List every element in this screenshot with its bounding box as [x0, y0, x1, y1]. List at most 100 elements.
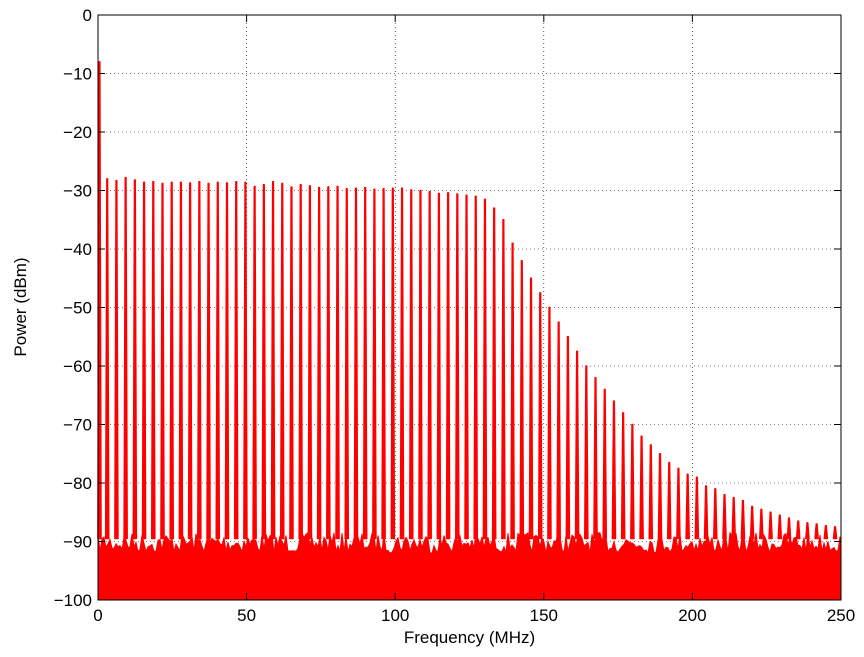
spectral-spike [362, 186, 368, 540]
y-tick-label: −20 [63, 123, 92, 142]
y-tick-label: 0 [83, 6, 92, 25]
x-tick-label: 50 [237, 606, 256, 625]
noise-floor [97, 531, 842, 601]
spectral-spike [408, 189, 414, 540]
spectral-spike [455, 193, 460, 540]
spectral-spike [307, 185, 313, 540]
spectral-spike [335, 185, 340, 540]
spectral-spike [676, 467, 681, 540]
y-tick-label: −50 [63, 299, 92, 318]
spectral-spike [556, 321, 561, 540]
spectral-spike [169, 181, 175, 540]
spectral-spike [519, 260, 525, 540]
y-tick-label: −60 [63, 357, 92, 376]
spectral-spike [537, 292, 543, 540]
spectral-spike [630, 423, 635, 540]
y-tick-label: −100 [54, 591, 92, 610]
spectral-spike [104, 178, 110, 540]
spectral-spike [427, 190, 432, 540]
spectral-spike [584, 365, 589, 540]
spectral-spike [740, 499, 746, 540]
spectral-spike [187, 182, 193, 540]
noise-floor-band [97, 531, 842, 601]
x-tick-label: 100 [381, 606, 409, 625]
spectral-spike [832, 526, 838, 540]
spectral-spike [731, 496, 737, 540]
spectral-spike [206, 182, 211, 540]
spectral-spike [814, 523, 819, 540]
spectral-spike [722, 494, 727, 540]
spectral-spike [565, 336, 571, 540]
y-tick-label: −10 [63, 65, 92, 84]
spectral-spike [261, 183, 267, 540]
spectral-spike [593, 377, 598, 540]
spectral-spike [215, 181, 221, 540]
spectral-spike [150, 181, 156, 540]
spectral-spike [353, 187, 359, 540]
spectral-spike [759, 508, 764, 540]
spectral-spike [252, 185, 257, 540]
spectral-spike [639, 435, 644, 540]
spectral-spike [279, 182, 285, 540]
spectral-spike [381, 188, 386, 540]
spectral-spike [390, 187, 396, 540]
y-axis-title: Power (dBm) [11, 257, 30, 356]
spectral-spike [602, 388, 608, 540]
spectral-spike [703, 485, 709, 540]
y-tick-label: −90 [63, 533, 92, 552]
y-tick-label: −80 [63, 474, 92, 493]
spectral-spike [224, 182, 230, 540]
spectral-spike [657, 453, 663, 540]
spectral-spike [749, 505, 755, 540]
spectral-spike [372, 188, 377, 540]
spectral-spike [114, 179, 119, 540]
spectral-spike [574, 350, 580, 540]
spectral-spike [123, 176, 128, 540]
spectral-spike [491, 207, 497, 540]
spectral-spike [436, 192, 442, 540]
spectral-spike [197, 181, 202, 540]
spectral-spike [132, 179, 138, 540]
y-tick-label: −40 [63, 240, 92, 259]
y-tick-label: −70 [63, 416, 92, 435]
spectral-spike [178, 181, 184, 540]
spectral-spike [464, 194, 469, 540]
spectral-spike [482, 198, 488, 540]
spectral-spike [528, 277, 534, 540]
spectral-spike [786, 517, 792, 540]
spectral-spike [399, 187, 405, 540]
spectral-spike [473, 195, 479, 540]
spectral-spike [344, 188, 350, 540]
spectral-spike [666, 461, 672, 540]
plot-area [98, 15, 841, 600]
spectral-spike [547, 306, 552, 540]
y-tick-label: −30 [63, 182, 92, 201]
spectral-spikes [97, 61, 838, 540]
spectral-spike [805, 522, 810, 540]
spectral-spike [611, 400, 617, 540]
spectral-spike [685, 473, 690, 540]
y-axis-ticks: 0 −10 −20 −30 −40 −50 −60 −70 −80 −90 −100 [54, 6, 841, 610]
spectral-spike [141, 181, 147, 540]
x-axis-ticks: 0 50 100 150 200 250 [93, 15, 855, 625]
spectral-spike [648, 444, 654, 540]
spectral-spike [445, 192, 451, 540]
x-tick-label: 200 [678, 606, 706, 625]
x-tick-label: 150 [530, 606, 558, 625]
spectral-spike [289, 186, 294, 540]
x-tick-label: 0 [93, 606, 102, 625]
spectral-spike [270, 181, 276, 540]
x-tick-label: 250 [827, 606, 855, 625]
spectral-spike [298, 183, 303, 540]
spectral-spike [620, 412, 626, 540]
spectral-spike [768, 511, 773, 540]
x-axis-title: Frequency (MHz) [404, 628, 535, 647]
spectral-spike [97, 61, 102, 540]
spectral-spike [795, 520, 801, 540]
spectral-spike [418, 189, 423, 540]
spectral-spike [243, 181, 248, 540]
spectral-spike [501, 219, 506, 540]
spectral-spike [233, 181, 239, 540]
spectral-spike [712, 488, 718, 540]
